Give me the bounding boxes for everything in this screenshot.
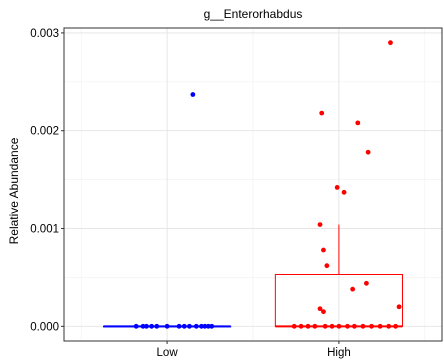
point-high [360,323,366,329]
point-high [291,323,297,329]
point-low [133,323,139,329]
point-high [350,286,356,292]
point-low [149,323,155,329]
point-high [388,40,393,46]
x-tick-label: Low [157,347,179,359]
point-high [396,304,402,310]
point-low [202,323,208,329]
point-high [322,323,328,329]
point-high [329,323,335,329]
point-high [341,189,347,195]
point-high [324,263,330,269]
point-low [193,323,199,329]
y-tick-label: 0.001 [30,224,59,236]
point-high [317,222,323,228]
y-tick-label: 0.000 [30,321,59,333]
point-high [298,323,304,329]
y-tick-label: 0.002 [30,126,59,138]
x-tick-label: High [327,347,351,359]
point-high [386,323,392,329]
point-high [364,280,369,286]
point-high [377,323,383,329]
point-high [345,323,350,329]
point-high [355,120,361,126]
point-high [319,110,325,116]
point-low [154,323,160,329]
point-high [305,323,311,329]
point-low [190,92,196,97]
point-low [187,323,192,329]
point-high [351,323,357,329]
y-tick-label: 0.003 [30,28,59,40]
point-low [144,323,149,329]
y-axis-label: Relative Abundance [7,137,21,244]
point-low [205,323,211,329]
chart-title: g__Enterorhabdus [204,7,303,21]
point-high [321,309,326,315]
point-low [209,323,215,329]
point-high [321,247,326,253]
point-high [334,185,340,190]
point-high [365,149,371,155]
point-low [140,323,146,329]
point-high [369,323,374,329]
point-high [317,306,323,312]
point-low [164,323,170,329]
point-low [181,323,187,329]
plot-border [63,27,443,342]
point-high [336,323,342,329]
point-low [176,323,182,329]
point-high [312,323,318,329]
point-low [199,323,204,329]
point-high [393,323,399,329]
